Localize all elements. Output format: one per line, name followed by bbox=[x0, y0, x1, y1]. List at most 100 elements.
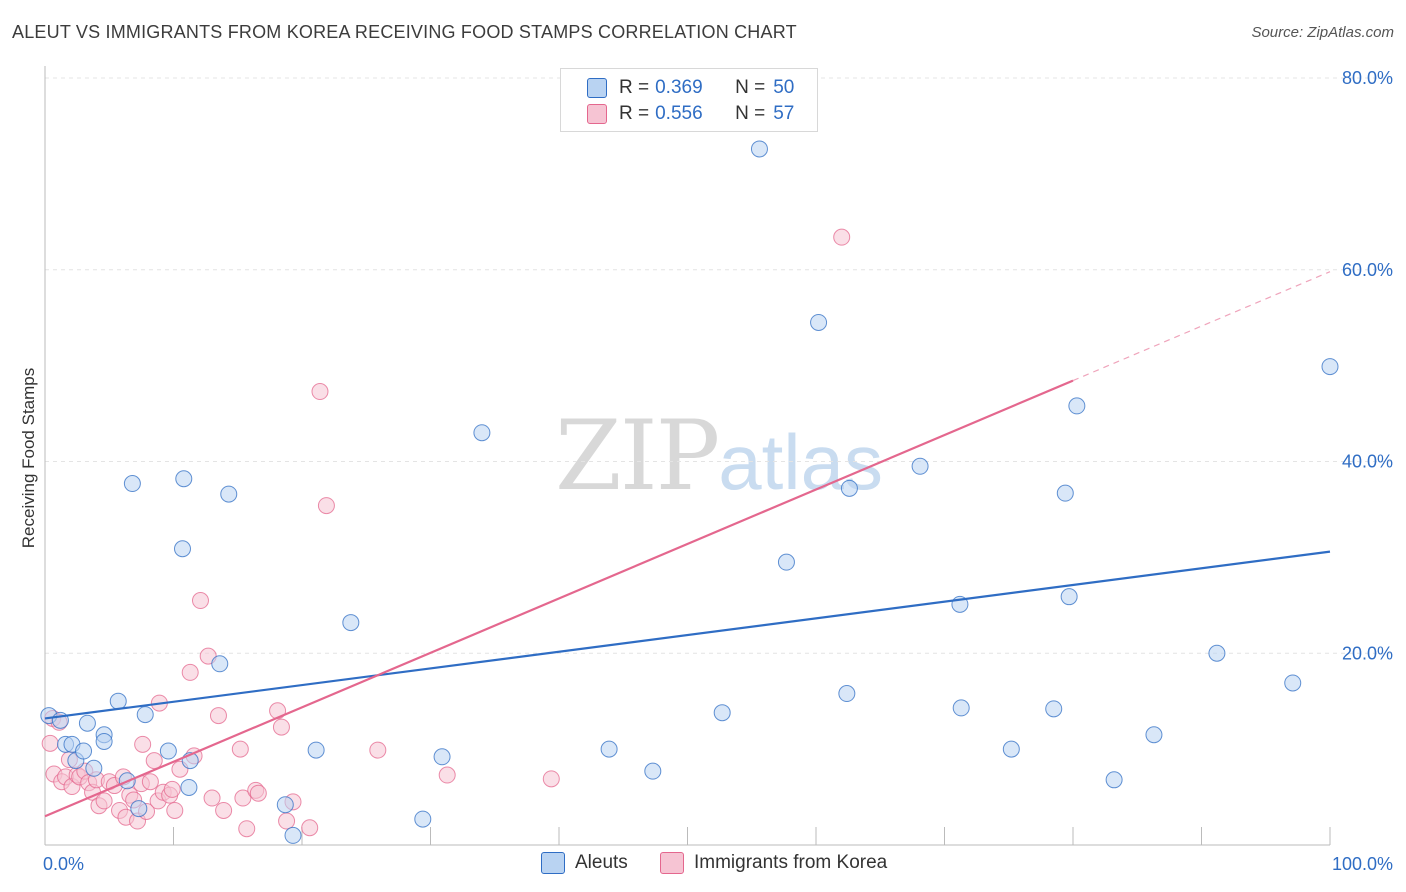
aleuts-point bbox=[180, 778, 198, 796]
korea-trend-line bbox=[44, 379, 1074, 818]
legend-n-label: N = bbox=[735, 103, 766, 124]
aleuts-point bbox=[136, 706, 154, 724]
korea-point bbox=[191, 592, 209, 610]
aleuts-point bbox=[211, 655, 229, 673]
correlation-legend: R = 0.369 N = 50 R = 0.556 N = 57 bbox=[560, 68, 818, 132]
aleuts-point bbox=[123, 475, 141, 493]
aleuts-point bbox=[1105, 771, 1123, 789]
aleuts-point bbox=[473, 424, 491, 442]
source-credit: Source: ZipAtlas.com bbox=[1251, 24, 1394, 41]
series-korea-points bbox=[41, 228, 851, 838]
aleuts-point bbox=[307, 741, 325, 759]
legend-swatch-pink bbox=[660, 852, 684, 874]
korea-point bbox=[95, 792, 113, 810]
legend-swatch-blue bbox=[587, 78, 607, 98]
aleuts-point bbox=[342, 614, 360, 632]
korea-point bbox=[203, 789, 221, 807]
aleuts-point bbox=[175, 470, 193, 488]
legend-label: Immigrants from Korea bbox=[694, 852, 888, 873]
aleuts-point bbox=[433, 748, 451, 766]
korea-point bbox=[238, 820, 256, 838]
aleuts-point bbox=[1045, 700, 1063, 718]
legend-n-value: 50 bbox=[773, 77, 795, 98]
series-legend: Aleuts Immigrants from Korea bbox=[0, 852, 1406, 878]
aleuts-point bbox=[1321, 358, 1339, 376]
aleuts-point bbox=[777, 553, 795, 571]
korea-point bbox=[166, 801, 184, 819]
aleuts-point bbox=[109, 692, 127, 710]
aleuts-point bbox=[284, 826, 302, 844]
aleuts-point bbox=[130, 800, 148, 818]
legend-item-aleuts: Aleuts bbox=[541, 852, 628, 874]
aleuts-point bbox=[840, 479, 858, 497]
korea-point bbox=[369, 741, 387, 759]
trend-lines bbox=[44, 271, 1331, 818]
tick-labels: 20.0% 40.0% 60.0% 80.0% 0.0% 100.0% bbox=[43, 68, 1393, 874]
aleuts-point bbox=[159, 742, 177, 760]
grid bbox=[45, 77, 1392, 654]
x-tick-label: 0.0% bbox=[43, 854, 84, 874]
korea-point bbox=[234, 789, 252, 807]
aleuts-point bbox=[1068, 397, 1086, 415]
aleuts-point bbox=[600, 740, 618, 758]
legend-row-aleuts: R = 0.369 N = 50 bbox=[587, 76, 794, 100]
aleuts-point bbox=[952, 699, 970, 717]
watermark-zip: ZIP bbox=[555, 400, 720, 512]
aleuts-point bbox=[414, 810, 432, 828]
x-tick-label: 100.0% bbox=[1332, 854, 1393, 874]
legend-item-korea: Immigrants from Korea bbox=[660, 852, 887, 874]
korea-point bbox=[249, 784, 267, 802]
legend-n-label: N = bbox=[735, 77, 766, 98]
korea-point bbox=[833, 228, 851, 246]
aleuts-point bbox=[750, 140, 768, 158]
legend-swatch-pink bbox=[587, 104, 607, 124]
korea-point bbox=[134, 735, 152, 753]
aleuts-point bbox=[838, 685, 856, 703]
korea-point bbox=[438, 766, 456, 784]
legend-label: Aleuts bbox=[575, 852, 628, 873]
legend-r-label: R = bbox=[619, 77, 650, 98]
aleuts-point bbox=[276, 796, 294, 814]
korea-point bbox=[209, 707, 227, 725]
legend-r-value: 0.556 bbox=[655, 103, 703, 124]
korea-point bbox=[301, 819, 319, 837]
korea-point bbox=[272, 718, 290, 736]
y-tick-label: 40.0% bbox=[1342, 452, 1393, 472]
aleuts-point bbox=[75, 742, 93, 760]
legend-r-value: 0.369 bbox=[655, 77, 703, 98]
aleuts-point bbox=[85, 759, 103, 777]
aleuts-point bbox=[713, 704, 731, 722]
korea-point bbox=[278, 812, 296, 830]
aleuts-point bbox=[1056, 484, 1074, 502]
korea-point bbox=[215, 801, 233, 819]
legend-r-label: R = bbox=[619, 103, 650, 124]
aleuts-point bbox=[78, 714, 96, 732]
y-tick-label: 60.0% bbox=[1342, 260, 1393, 280]
legend-swatch-blue bbox=[541, 852, 565, 874]
korea-point bbox=[181, 663, 199, 681]
aleuts-point bbox=[1002, 740, 1020, 758]
y-axis-label: Receiving Food Stamps bbox=[19, 368, 38, 548]
aleuts-point bbox=[810, 313, 828, 331]
aleuts-point bbox=[1284, 674, 1302, 692]
korea-point bbox=[317, 497, 335, 515]
series-aleuts-points bbox=[40, 140, 1339, 844]
aleuts-point bbox=[1208, 644, 1226, 662]
korea-trend-line-extension bbox=[1072, 271, 1331, 382]
aleuts-point bbox=[1145, 726, 1163, 744]
legend-n-value: 57 bbox=[773, 103, 795, 124]
y-tick-label: 80.0% bbox=[1342, 68, 1393, 88]
y-tick-label: 20.0% bbox=[1342, 643, 1393, 663]
korea-point bbox=[145, 752, 163, 770]
korea-point bbox=[41, 734, 59, 752]
aleuts-point bbox=[95, 732, 113, 750]
chart-title: ALEUT VS IMMIGRANTS FROM KOREA RECEIVING… bbox=[12, 22, 797, 42]
aleuts-point bbox=[911, 457, 929, 475]
korea-point bbox=[231, 740, 249, 758]
aleuts-point bbox=[173, 540, 191, 558]
korea-point bbox=[311, 383, 329, 401]
aleuts-trend-line bbox=[44, 550, 1331, 720]
axes bbox=[44, 66, 1331, 846]
legend-row-korea: R = 0.556 N = 57 bbox=[587, 102, 794, 126]
